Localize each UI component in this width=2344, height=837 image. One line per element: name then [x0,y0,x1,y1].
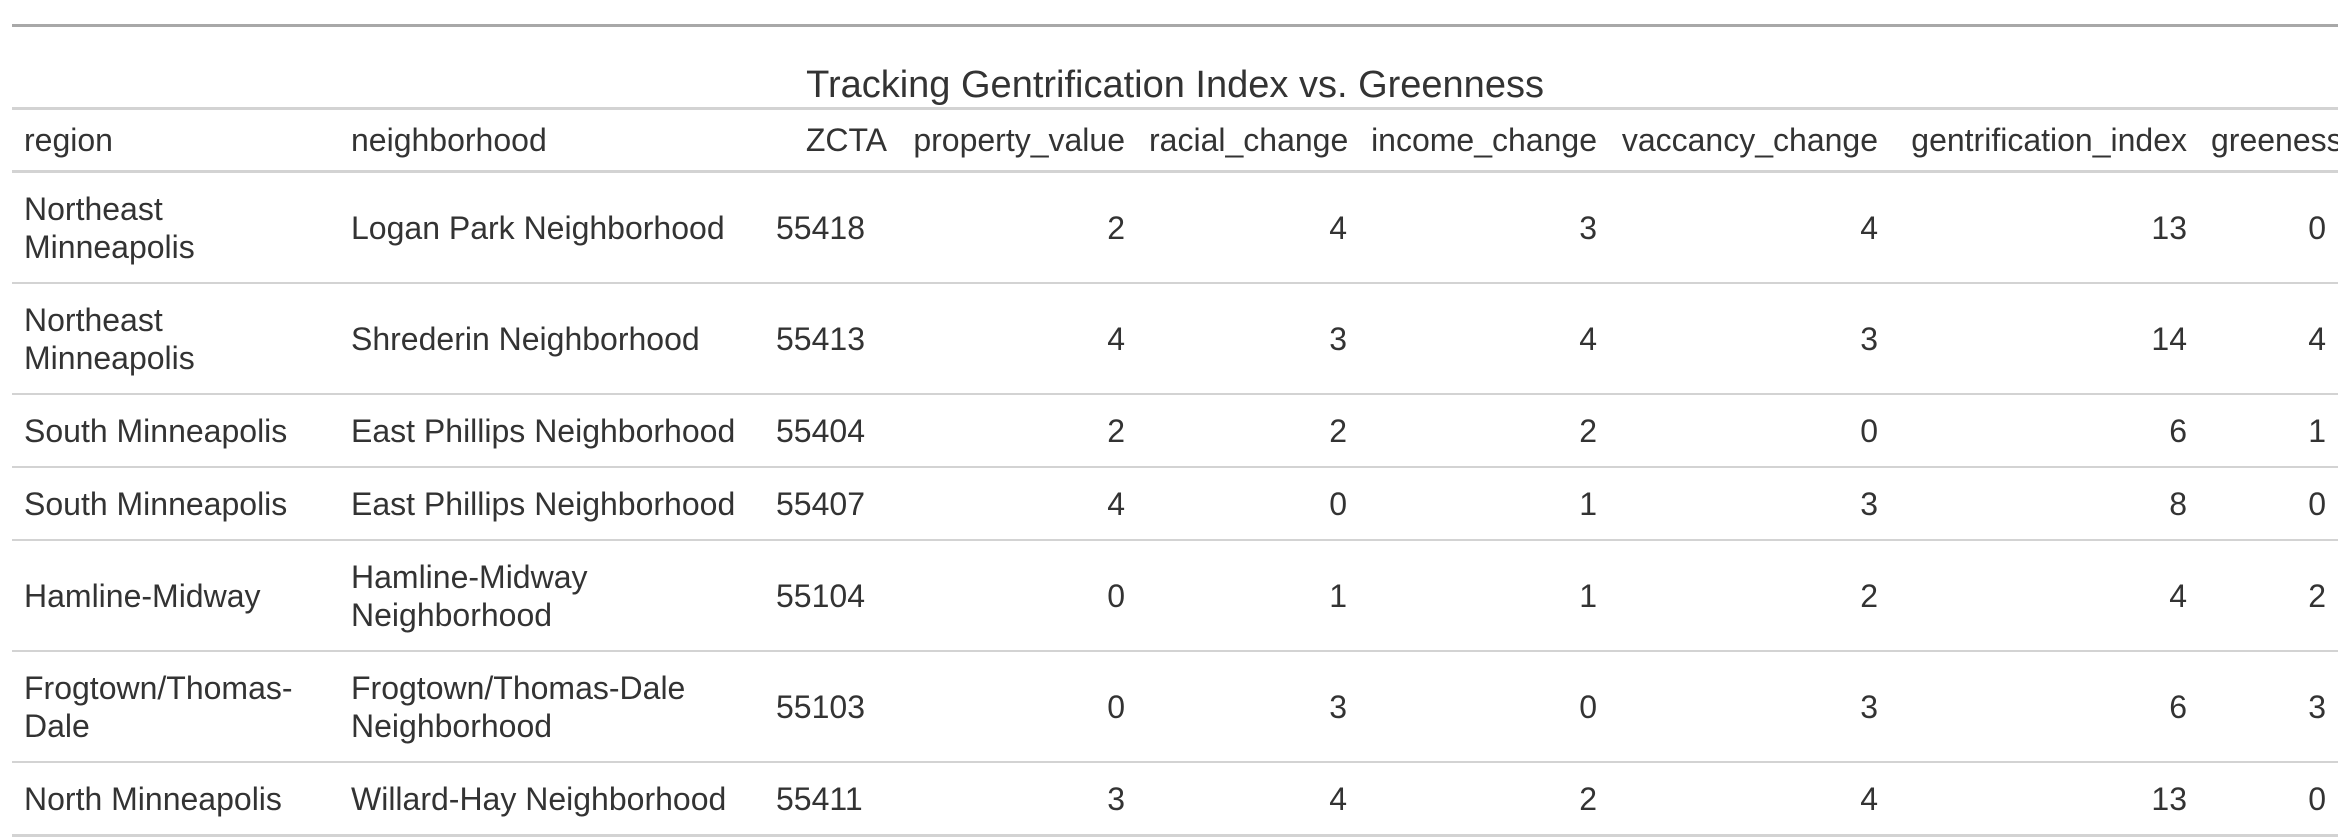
cell-greeness: 3 [2199,650,2339,762]
cell-racial-change: 4 [1137,761,1359,836]
cell-neighborhood: Hamline-Midway Neighborhood [339,539,764,651]
cell-zcta: 55418 [764,170,899,283]
cell-racial-change: 3 [1137,282,1359,394]
cell-region: Northeast Minneapolis [12,170,339,283]
column-header-neighborhood: neighborhood [339,108,764,173]
cell-income-change: 1 [1359,539,1609,651]
cell-racial-change: 1 [1137,539,1359,651]
column-header-greeness: greeness [2199,108,2339,173]
table-row: Northeast Minneapolis Shrederin Neighborh… [12,282,2339,394]
cell-gentrification-index: 13 [1890,170,2199,283]
cell-zcta: 55407 [764,466,899,540]
cell-greeness: 1 [2199,393,2339,467]
cell-property-value: 3 [899,761,1137,836]
cell-racial-change: 2 [1137,393,1359,467]
column-header-zcta: ZCTA [764,108,899,173]
cell-property-value: 2 [899,170,1137,283]
table-row: Frogtown/Thomas-Dale Frogtown/Thomas-Dale… [12,650,2339,762]
cell-racial-change: 3 [1137,650,1359,762]
cell-vaccancy-change: 3 [1609,466,1890,540]
cell-racial-change: 0 [1137,466,1359,540]
cell-greeness: 2 [2199,539,2339,651]
cell-racial-change: 4 [1137,170,1359,283]
cell-income-change: 0 [1359,650,1609,762]
cell-zcta: 55103 [764,650,899,762]
table-body: Northeast Minneapolis Logan Park Neighbor… [12,170,2339,836]
cell-property-value: 2 [899,393,1137,467]
column-header-region: region [12,108,339,173]
table-row: Hamline-Midway Hamline-Midway Neighborhoo… [12,539,2339,651]
cell-zcta: 55104 [764,539,899,651]
cell-income-change: 2 [1359,761,1609,836]
cell-property-value: 0 [899,650,1137,762]
cell-income-change: 1 [1359,466,1609,540]
cell-neighborhood: Willard-Hay Neighborhood [339,761,764,836]
cell-greeness: 0 [2199,170,2339,283]
cell-greeness: 0 [2199,466,2339,540]
cell-gentrification-index: 14 [1890,282,2199,394]
cell-gentrification-index: 6 [1890,650,2199,762]
cell-zcta: 55404 [764,393,899,467]
cell-zcta: 55411 [764,761,899,836]
column-header-property-value: property_value [899,108,1137,173]
cell-vaccancy-change: 4 [1609,761,1890,836]
cell-vaccancy-change: 4 [1609,170,1890,283]
cell-neighborhood: Logan Park Neighborhood [339,170,764,283]
cell-gentrification-index: 13 [1890,761,2199,836]
cell-zcta: 55413 [764,282,899,394]
cell-property-value: 4 [899,466,1137,540]
table-row: South Minneapolis East Phillips Neighborh… [12,466,2339,540]
table-row: Northeast Minneapolis Logan Park Neighbor… [12,170,2339,283]
cell-region: Northeast Minneapolis [12,282,339,394]
table-row: North Minneapolis Willard-Hay Neighborhoo… [12,761,2339,836]
cell-region: South Minneapolis [12,466,339,540]
cell-greeness: 0 [2199,761,2339,836]
cell-neighborhood: East Phillips Neighborhood [339,393,764,467]
cell-vaccancy-change: 3 [1609,650,1890,762]
gentrification-table: Tracking Gentrification Index vs. Greenn… [12,24,2339,837]
title-row: Tracking Gentrification Index vs. Greenn… [12,25,2339,110]
column-header-gentrification-index: gentrification_index [1890,108,2199,173]
cell-gentrification-index: 6 [1890,393,2199,467]
column-header-income-change: income_change [1359,108,1609,173]
cell-gentrification-index: 8 [1890,466,2199,540]
cell-region: North Minneapolis [12,761,339,836]
cell-property-value: 0 [899,539,1137,651]
data-table-container: Tracking Gentrification Index vs. Greenn… [12,24,2339,837]
cell-income-change: 2 [1359,393,1609,467]
cell-property-value: 4 [899,282,1137,394]
cell-income-change: 4 [1359,282,1609,394]
cell-neighborhood: East Phillips Neighborhood [339,466,764,540]
cell-neighborhood: Shrederin Neighborhood [339,282,764,394]
cell-vaccancy-change: 3 [1609,282,1890,394]
cell-gentrification-index: 4 [1890,539,2199,651]
column-header-vaccancy-change: vaccancy_change [1609,108,1890,173]
cell-region: Frogtown/Thomas-Dale [12,650,339,762]
cell-vaccancy-change: 2 [1609,539,1890,651]
cell-vaccancy-change: 0 [1609,393,1890,467]
header-row: region neighborhood ZCTA property_value … [12,108,2339,173]
column-header-racial-change: racial_change [1137,108,1359,173]
cell-greeness: 4 [2199,282,2339,394]
cell-region: South Minneapolis [12,393,339,467]
table-row: South Minneapolis East Phillips Neighborh… [12,393,2339,467]
cell-region: Hamline-Midway [12,539,339,651]
table-title: Tracking Gentrification Index vs. Greenn… [12,25,2339,110]
cell-neighborhood: Frogtown/Thomas-Dale Neighborhood [339,650,764,762]
cell-income-change: 3 [1359,170,1609,283]
